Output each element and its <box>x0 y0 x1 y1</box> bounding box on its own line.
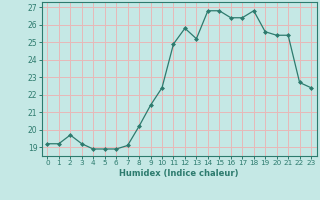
X-axis label: Humidex (Indice chaleur): Humidex (Indice chaleur) <box>119 169 239 178</box>
